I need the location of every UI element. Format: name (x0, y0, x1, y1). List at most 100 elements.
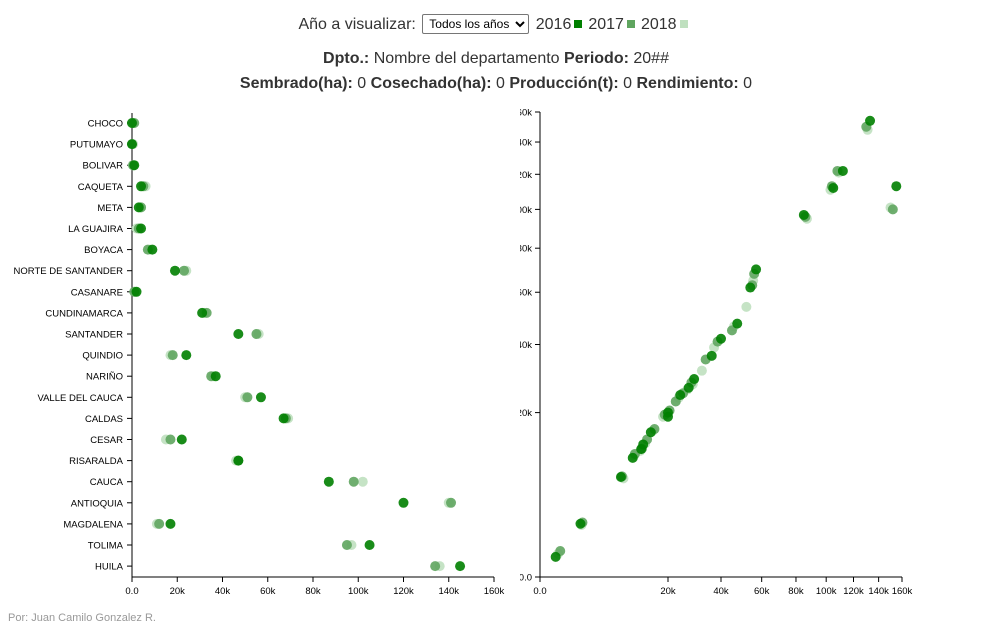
year-select[interactable]: Todos los años (422, 14, 530, 34)
dot-2016[interactable] (255, 392, 266, 403)
point-2016[interactable] (689, 374, 700, 385)
point-2016[interactable] (627, 452, 638, 463)
periodo-label: Periodo: (564, 50, 629, 67)
dot-2016[interactable] (169, 265, 180, 276)
department-label: LA GUAJIRA (68, 224, 124, 235)
x-tick-label: 60k (754, 586, 770, 597)
y-tick-label: 60k (520, 288, 532, 299)
department-label: CAUCA (90, 477, 124, 488)
point-2016[interactable] (638, 439, 649, 450)
dot-2017[interactable] (341, 540, 352, 550)
dot-2016[interactable] (455, 561, 466, 572)
legend-2018-label: 2018 (640, 16, 677, 33)
dot-plot-by-department: CHOCO PUTUMAYO BOLIVAR CAQUETA META LA GUAJIR… (14, 113, 505, 597)
dot-2016[interactable] (210, 371, 221, 382)
dot-2016[interactable] (127, 118, 137, 128)
dot-2016[interactable] (233, 455, 244, 466)
dot-2016[interactable] (165, 518, 176, 529)
dot-2016[interactable] (136, 181, 147, 192)
dot-2016[interactable] (127, 139, 137, 150)
department-label: ANTIOQUIA (71, 498, 124, 509)
point-2016[interactable] (706, 350, 717, 361)
dot-2016[interactable] (233, 329, 244, 339)
y-tick-label: 20k (520, 408, 532, 419)
point-2016[interactable] (575, 518, 586, 529)
department-label: CUNDINAMARCA (45, 308, 123, 319)
legend-2016-label: 2016 (535, 16, 572, 33)
dot-2016[interactable] (278, 413, 289, 424)
department-label: NARIÑO (86, 372, 123, 383)
rendimiento-value: 0 (743, 75, 753, 92)
dpto-value: Nombre del departamento (373, 50, 560, 67)
department-label: PUTUMAYO (70, 140, 123, 151)
department-label: BOYACA (84, 245, 124, 256)
department-label: VALLE DEL CAUCA (37, 393, 123, 404)
y-tick-label: 80k (520, 244, 532, 255)
dot-2016[interactable] (176, 434, 187, 445)
x-tick-label: 140k (868, 586, 889, 597)
department-label: CASANARE (71, 287, 123, 298)
dot-2016[interactable] (136, 223, 147, 234)
point-2016[interactable] (865, 115, 876, 126)
scatter-sown-vs-harvested: 0.020k40k60k80k100k120k140k160k0.020k40k… (520, 108, 913, 598)
x-tick-label: 100k (348, 586, 369, 597)
point-2016[interactable] (662, 411, 673, 422)
point-2018[interactable] (696, 365, 707, 376)
department-label: CALDAS (85, 414, 123, 425)
department-label: META (97, 203, 123, 214)
point-2016[interactable] (675, 390, 686, 401)
legend-2018-swatch (679, 20, 688, 28)
dot-2016[interactable] (364, 540, 375, 550)
footer-credit: Por: Juan Camilo Gonzalez R. (8, 612, 156, 624)
dot-2016[interactable] (398, 497, 409, 508)
point-2017[interactable] (726, 325, 737, 336)
point-2018[interactable] (741, 301, 752, 312)
dot-2017[interactable] (446, 497, 457, 508)
dpto-label: Dpto.: (323, 50, 370, 67)
x-tick-label: 120k (393, 586, 414, 597)
department-label: SANTANDER (65, 330, 123, 341)
point-2017[interactable] (887, 204, 898, 215)
info-line-1: Dpto.: Nombre del departamento Periodo: … (0, 50, 992, 68)
point-2016[interactable] (550, 551, 561, 562)
point-2016[interactable] (745, 282, 756, 293)
dot-2017[interactable] (167, 350, 178, 361)
produccion-value: 0 (623, 75, 633, 92)
point-2016[interactable] (732, 318, 743, 329)
dot-2016[interactable] (181, 350, 192, 361)
y-tick-label: 40k (520, 340, 532, 351)
dot-2017[interactable] (430, 561, 441, 572)
point-2016[interactable] (645, 427, 656, 438)
x-tick-label: 20k (660, 586, 676, 597)
point-2016[interactable] (683, 382, 694, 393)
point-2016[interactable] (828, 182, 839, 193)
y-tick-label: 140k (520, 138, 532, 149)
dot-2016[interactable] (323, 476, 334, 487)
point-2016[interactable] (837, 165, 848, 176)
department-label: TOLIMA (88, 541, 124, 552)
dot-2017[interactable] (251, 329, 262, 339)
point-2016[interactable] (751, 264, 762, 275)
dot-2017[interactable] (165, 434, 176, 445)
department-label: MAGDALENA (63, 519, 123, 530)
dot-2016[interactable] (131, 286, 142, 297)
dot-2017[interactable] (348, 476, 359, 487)
dot-2017[interactable] (154, 518, 165, 529)
dot-2017[interactable] (179, 265, 190, 276)
dot-2016[interactable] (147, 244, 158, 255)
dot-2016[interactable] (133, 202, 144, 213)
point-2016[interactable] (798, 209, 809, 220)
x-tick-label: 80k (788, 586, 804, 597)
x-tick-label: 80k (305, 586, 321, 597)
dot-2016[interactable] (197, 307, 208, 318)
dot-2016[interactable] (129, 160, 140, 171)
y-tick-label: 160k (520, 108, 532, 119)
department-label: HUILA (95, 562, 124, 573)
dot-2017[interactable] (242, 392, 253, 403)
x-tick-label: 160k (484, 586, 505, 597)
point-2016[interactable] (716, 333, 726, 344)
point-2016[interactable] (891, 181, 902, 192)
department-label: NORTE DE SANTANDER (14, 266, 124, 277)
point-2016[interactable] (615, 471, 626, 482)
dot-2018[interactable] (357, 476, 368, 487)
